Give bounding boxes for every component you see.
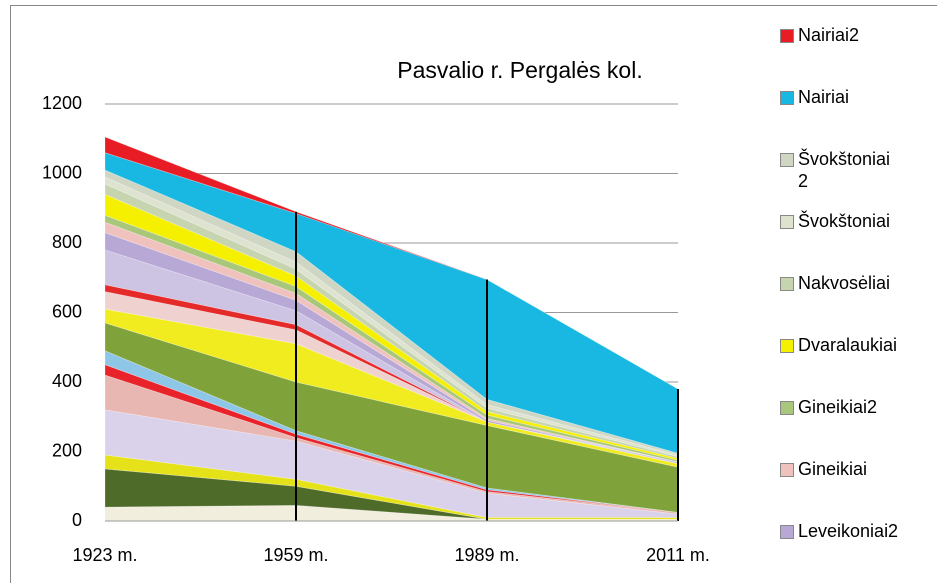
legend-swatch — [780, 525, 794, 539]
legend-label: Leveikoniai2 — [798, 521, 899, 541]
legend-label: Nairiai2 — [798, 25, 860, 45]
x-tick-label: 1989 m. — [454, 545, 519, 565]
y-tick-label: 200 — [52, 440, 82, 460]
legend-item: Nakvosėliai — [780, 272, 898, 294]
legend-swatch — [780, 153, 794, 167]
legend-item: Nairiai — [780, 86, 898, 108]
chart-border — [10, 5, 937, 583]
legend-label: Nairiai — [798, 87, 850, 107]
legend-label: Švokštoniai — [798, 211, 891, 231]
y-tick-label: 1200 — [42, 93, 82, 113]
legend-item: Gineikiai2 — [780, 396, 898, 418]
x-tick-label: 1959 m. — [263, 545, 328, 565]
y-tick-label: 800 — [52, 232, 82, 252]
chart-title: Pasvalio r. Pergalės kol. — [397, 57, 642, 83]
legend-item: Švokštoniai 2 — [780, 148, 898, 192]
legend-swatch — [780, 29, 794, 43]
legend-item: Dvaralaukiai — [780, 334, 898, 356]
legend-item: Leveikoniai2 — [780, 520, 898, 542]
legend-swatch — [780, 215, 794, 229]
legend-label: Nakvosėliai — [798, 273, 891, 293]
legend-swatch — [780, 91, 794, 105]
legend-swatch — [780, 401, 794, 415]
legend-item: Švokštoniai — [780, 210, 898, 232]
legend-swatch — [780, 277, 794, 291]
legend-swatch — [780, 463, 794, 477]
legend-label: Švokštoniai 2 — [798, 149, 891, 191]
legend-item: Nairiai2 — [780, 24, 898, 46]
legend-item: Gineikiai — [780, 458, 898, 480]
legend-label: Gineikiai2 — [798, 397, 878, 417]
legend-label: Dvaralaukiai — [798, 335, 898, 355]
y-tick-label: 0 — [72, 510, 82, 530]
y-tick-label: 400 — [52, 371, 82, 391]
x-tick-label: 2011 m. — [646, 545, 710, 565]
area — [104, 136, 679, 390]
x-tick-label: 1923 m. — [72, 545, 137, 565]
y-tick-label: 600 — [52, 301, 82, 321]
y-tick-label: 1000 — [42, 162, 82, 182]
legend-swatch — [780, 339, 794, 353]
legend-label: Gineikiai — [798, 459, 868, 479]
